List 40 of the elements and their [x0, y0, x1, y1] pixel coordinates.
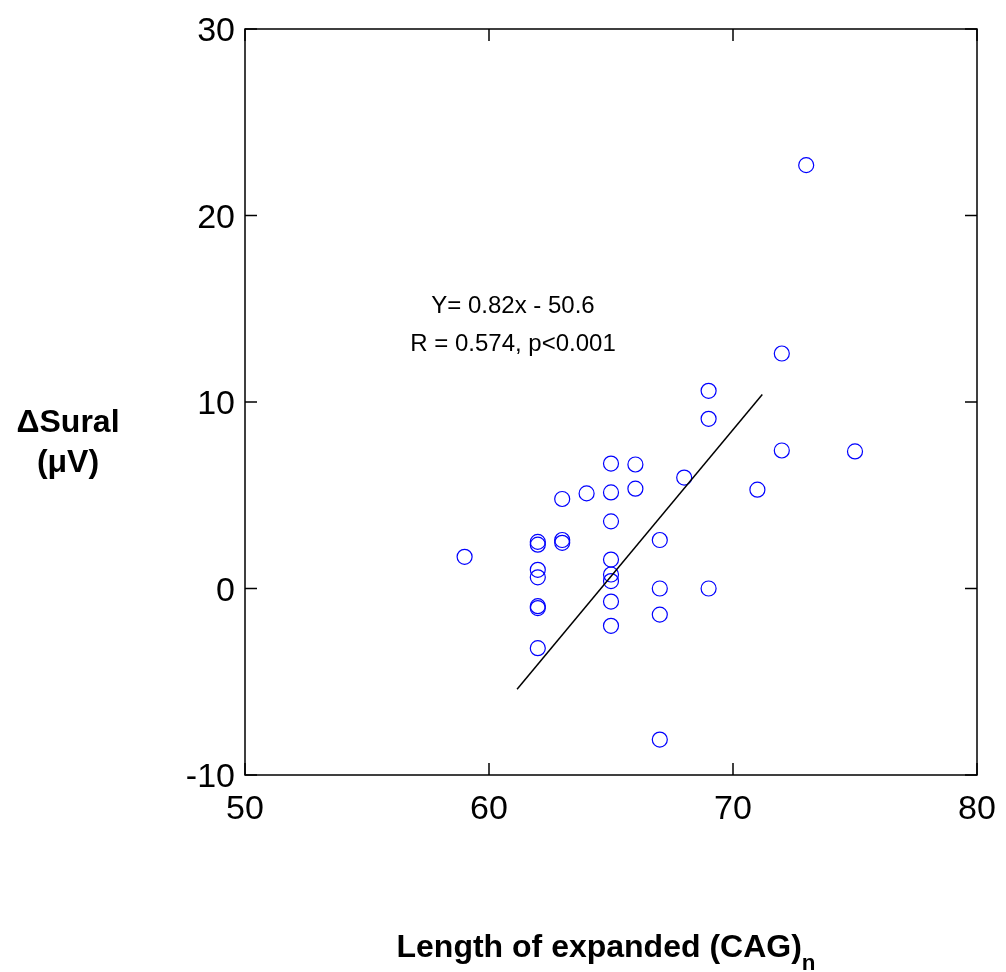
x-axis-title: Length of expanded (CAG)$_{n}$ [396, 928, 816, 972]
point [602, 566, 620, 583]
annotation: Y= 0.82x - 50.6 [431, 291, 595, 318]
y-tick-label: 30 [197, 10, 235, 48]
point [529, 640, 546, 657]
point [627, 456, 644, 473]
x-tick-label: 60 [470, 788, 508, 826]
point [700, 580, 717, 597]
x-tick-label: 80 [958, 788, 996, 826]
point [456, 548, 473, 565]
point [700, 382, 717, 399]
point [602, 455, 620, 472]
point [602, 513, 620, 530]
point [602, 617, 620, 634]
point [554, 490, 571, 508]
point [602, 551, 620, 568]
point [651, 580, 668, 597]
point [602, 593, 620, 610]
point [529, 561, 546, 578]
point [773, 345, 790, 362]
point [651, 731, 668, 748]
point [676, 469, 693, 486]
point [773, 442, 790, 459]
x-tick-label: 70 [714, 788, 752, 826]
point [602, 484, 620, 501]
point [846, 443, 864, 460]
point [651, 606, 668, 623]
annotation: R = 0.574, p<0.001 [410, 329, 616, 356]
point [627, 480, 644, 497]
point [529, 569, 546, 586]
y-tick-label: 0 [216, 569, 235, 608]
point [602, 572, 620, 590]
y-axis-title: ΔSural (μV) [16, 403, 120, 479]
point [749, 481, 766, 498]
y-tick-label: 10 [197, 383, 235, 421]
point [798, 157, 815, 174]
y-tick-label: 20 [197, 196, 235, 235]
point [700, 410, 717, 427]
point [651, 531, 668, 549]
point [578, 485, 595, 502]
